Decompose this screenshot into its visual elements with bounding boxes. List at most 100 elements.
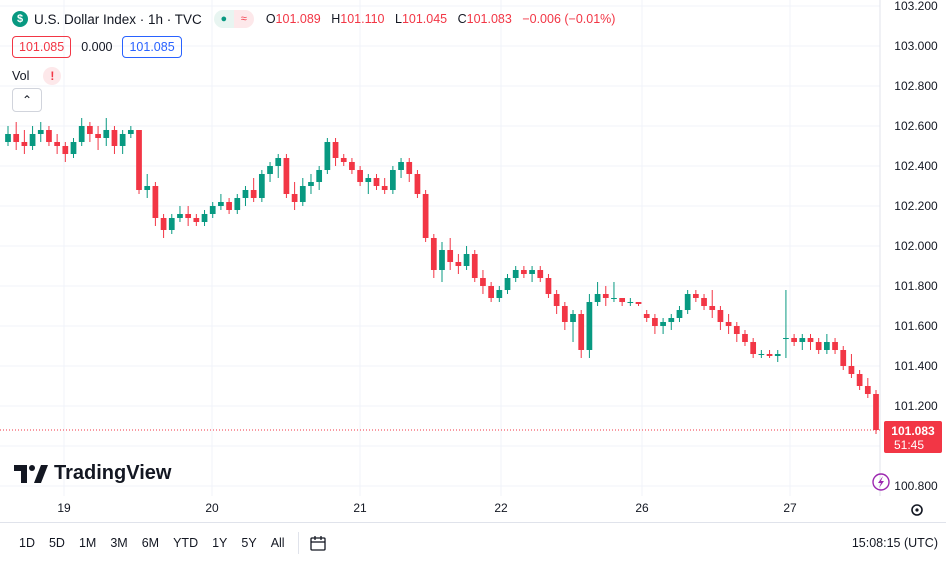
- candle-body: [78, 126, 85, 142]
- candle: [275, 154, 282, 178]
- calendar-icon[interactable]: [307, 532, 329, 554]
- candle-body: [561, 306, 568, 322]
- candle-body: [127, 130, 134, 134]
- candle-body: [521, 270, 527, 274]
- warning-icon[interactable]: !: [43, 67, 62, 85]
- candle-body: [242, 190, 249, 198]
- volume-legend: Vol !: [12, 67, 62, 85]
- period-button-5y[interactable]: 5Y: [241, 536, 257, 550]
- candle: [201, 210, 208, 226]
- candle: [422, 190, 429, 242]
- candle-body: [119, 134, 126, 146]
- candle-body: [676, 310, 683, 318]
- gear-icon[interactable]: [911, 504, 923, 516]
- candle-body: [70, 142, 77, 154]
- y-tick-label: 102.600: [894, 119, 938, 133]
- y-tick-label: 103.000: [894, 39, 938, 53]
- close-value: 101.083: [466, 12, 512, 26]
- period-button-all[interactable]: All: [270, 536, 285, 550]
- candle: [848, 354, 855, 378]
- candle-body: [660, 322, 666, 326]
- candle-body: [390, 170, 396, 190]
- candle: [46, 126, 52, 146]
- candles: [5, 118, 879, 434]
- candle-body: [144, 186, 151, 190]
- clock-time[interactable]: 15:08:15 (UTC): [851, 536, 938, 550]
- candle-body: [791, 338, 797, 342]
- volume-label[interactable]: Vol: [12, 69, 30, 83]
- period-button-1d[interactable]: 1D: [19, 536, 35, 550]
- candle: [553, 290, 560, 314]
- last-price-marker: [884, 421, 942, 453]
- candle-body: [717, 310, 724, 322]
- candle: [463, 246, 470, 270]
- candle: [668, 314, 675, 330]
- candle: [5, 126, 11, 146]
- candle: [455, 254, 462, 274]
- collapse-legend-button[interactable]: ⌃: [12, 88, 42, 112]
- countdown-label: 51:45: [894, 438, 924, 452]
- sell-price-button[interactable]: 101.085: [12, 36, 72, 58]
- status-pill[interactable]: ● ≈: [213, 10, 254, 28]
- candlestick-chart[interactable]: 100.800101.000101.200101.400101.600101.8…: [0, 0, 946, 522]
- candle: [570, 310, 576, 342]
- candle: [185, 206, 192, 226]
- y-tick-label: 100.800: [894, 479, 938, 493]
- candle-body: [578, 314, 585, 350]
- dollar-icon: $: [12, 11, 28, 27]
- period-button-3m[interactable]: 3M: [110, 536, 128, 550]
- candle: [578, 310, 585, 358]
- candle: [447, 238, 454, 270]
- x-tick-label: 22: [494, 501, 508, 515]
- candle-body: [774, 354, 781, 356]
- candle: [340, 154, 347, 166]
- candle: [815, 338, 822, 354]
- candle: [250, 178, 257, 202]
- period-button-1y[interactable]: 1Y: [212, 536, 228, 550]
- candle-body: [496, 290, 503, 298]
- candle-body: [226, 202, 232, 210]
- candle-body: [381, 186, 388, 190]
- candle-body: [250, 190, 257, 198]
- chevron-up-icon: ⌃: [21, 93, 33, 107]
- candle: [95, 126, 101, 150]
- period-button-6m[interactable]: 6M: [141, 536, 160, 550]
- candle-body: [29, 134, 36, 146]
- candle: [774, 350, 781, 362]
- candle-body: [488, 286, 494, 298]
- candle: [406, 158, 413, 182]
- period-button-1m[interactable]: 1M: [78, 536, 97, 550]
- candle: [561, 302, 568, 330]
- lightning-icon[interactable]: [872, 473, 890, 491]
- candle-body: [447, 250, 454, 262]
- candle: [78, 118, 85, 146]
- candle-body: [570, 314, 576, 322]
- candle-body: [480, 278, 486, 286]
- tradingview-logo-icon: [14, 464, 48, 483]
- symbol-title[interactable]: U.S. Dollar Index · 1h · TVC: [34, 11, 202, 27]
- candle-body: [627, 302, 634, 303]
- candle-body: [504, 278, 511, 290]
- candle-body: [439, 250, 445, 270]
- candle: [684, 290, 691, 314]
- candle: [373, 174, 380, 190]
- buy-price-button[interactable]: 101.085: [122, 36, 182, 58]
- period-button-5d[interactable]: 5D: [48, 536, 65, 550]
- candle: [619, 298, 626, 306]
- toolbar-divider: [297, 532, 299, 554]
- candle-body: [619, 298, 626, 302]
- candle-body: [185, 214, 192, 218]
- candle: [521, 266, 527, 278]
- candle-body: [103, 130, 110, 138]
- candle: [488, 282, 494, 302]
- candle: [643, 310, 650, 322]
- tradingview-watermark[interactable]: TradingView: [14, 462, 171, 485]
- x-tick-label: 21: [353, 501, 367, 515]
- candle: [725, 314, 732, 334]
- candle: [873, 390, 879, 434]
- candle: [439, 242, 445, 282]
- candle: [267, 162, 273, 182]
- x-tick-label: 27: [783, 501, 797, 515]
- period-button-ytd[interactable]: YTD: [173, 536, 199, 550]
- y-tick-label: 102.800: [894, 79, 938, 93]
